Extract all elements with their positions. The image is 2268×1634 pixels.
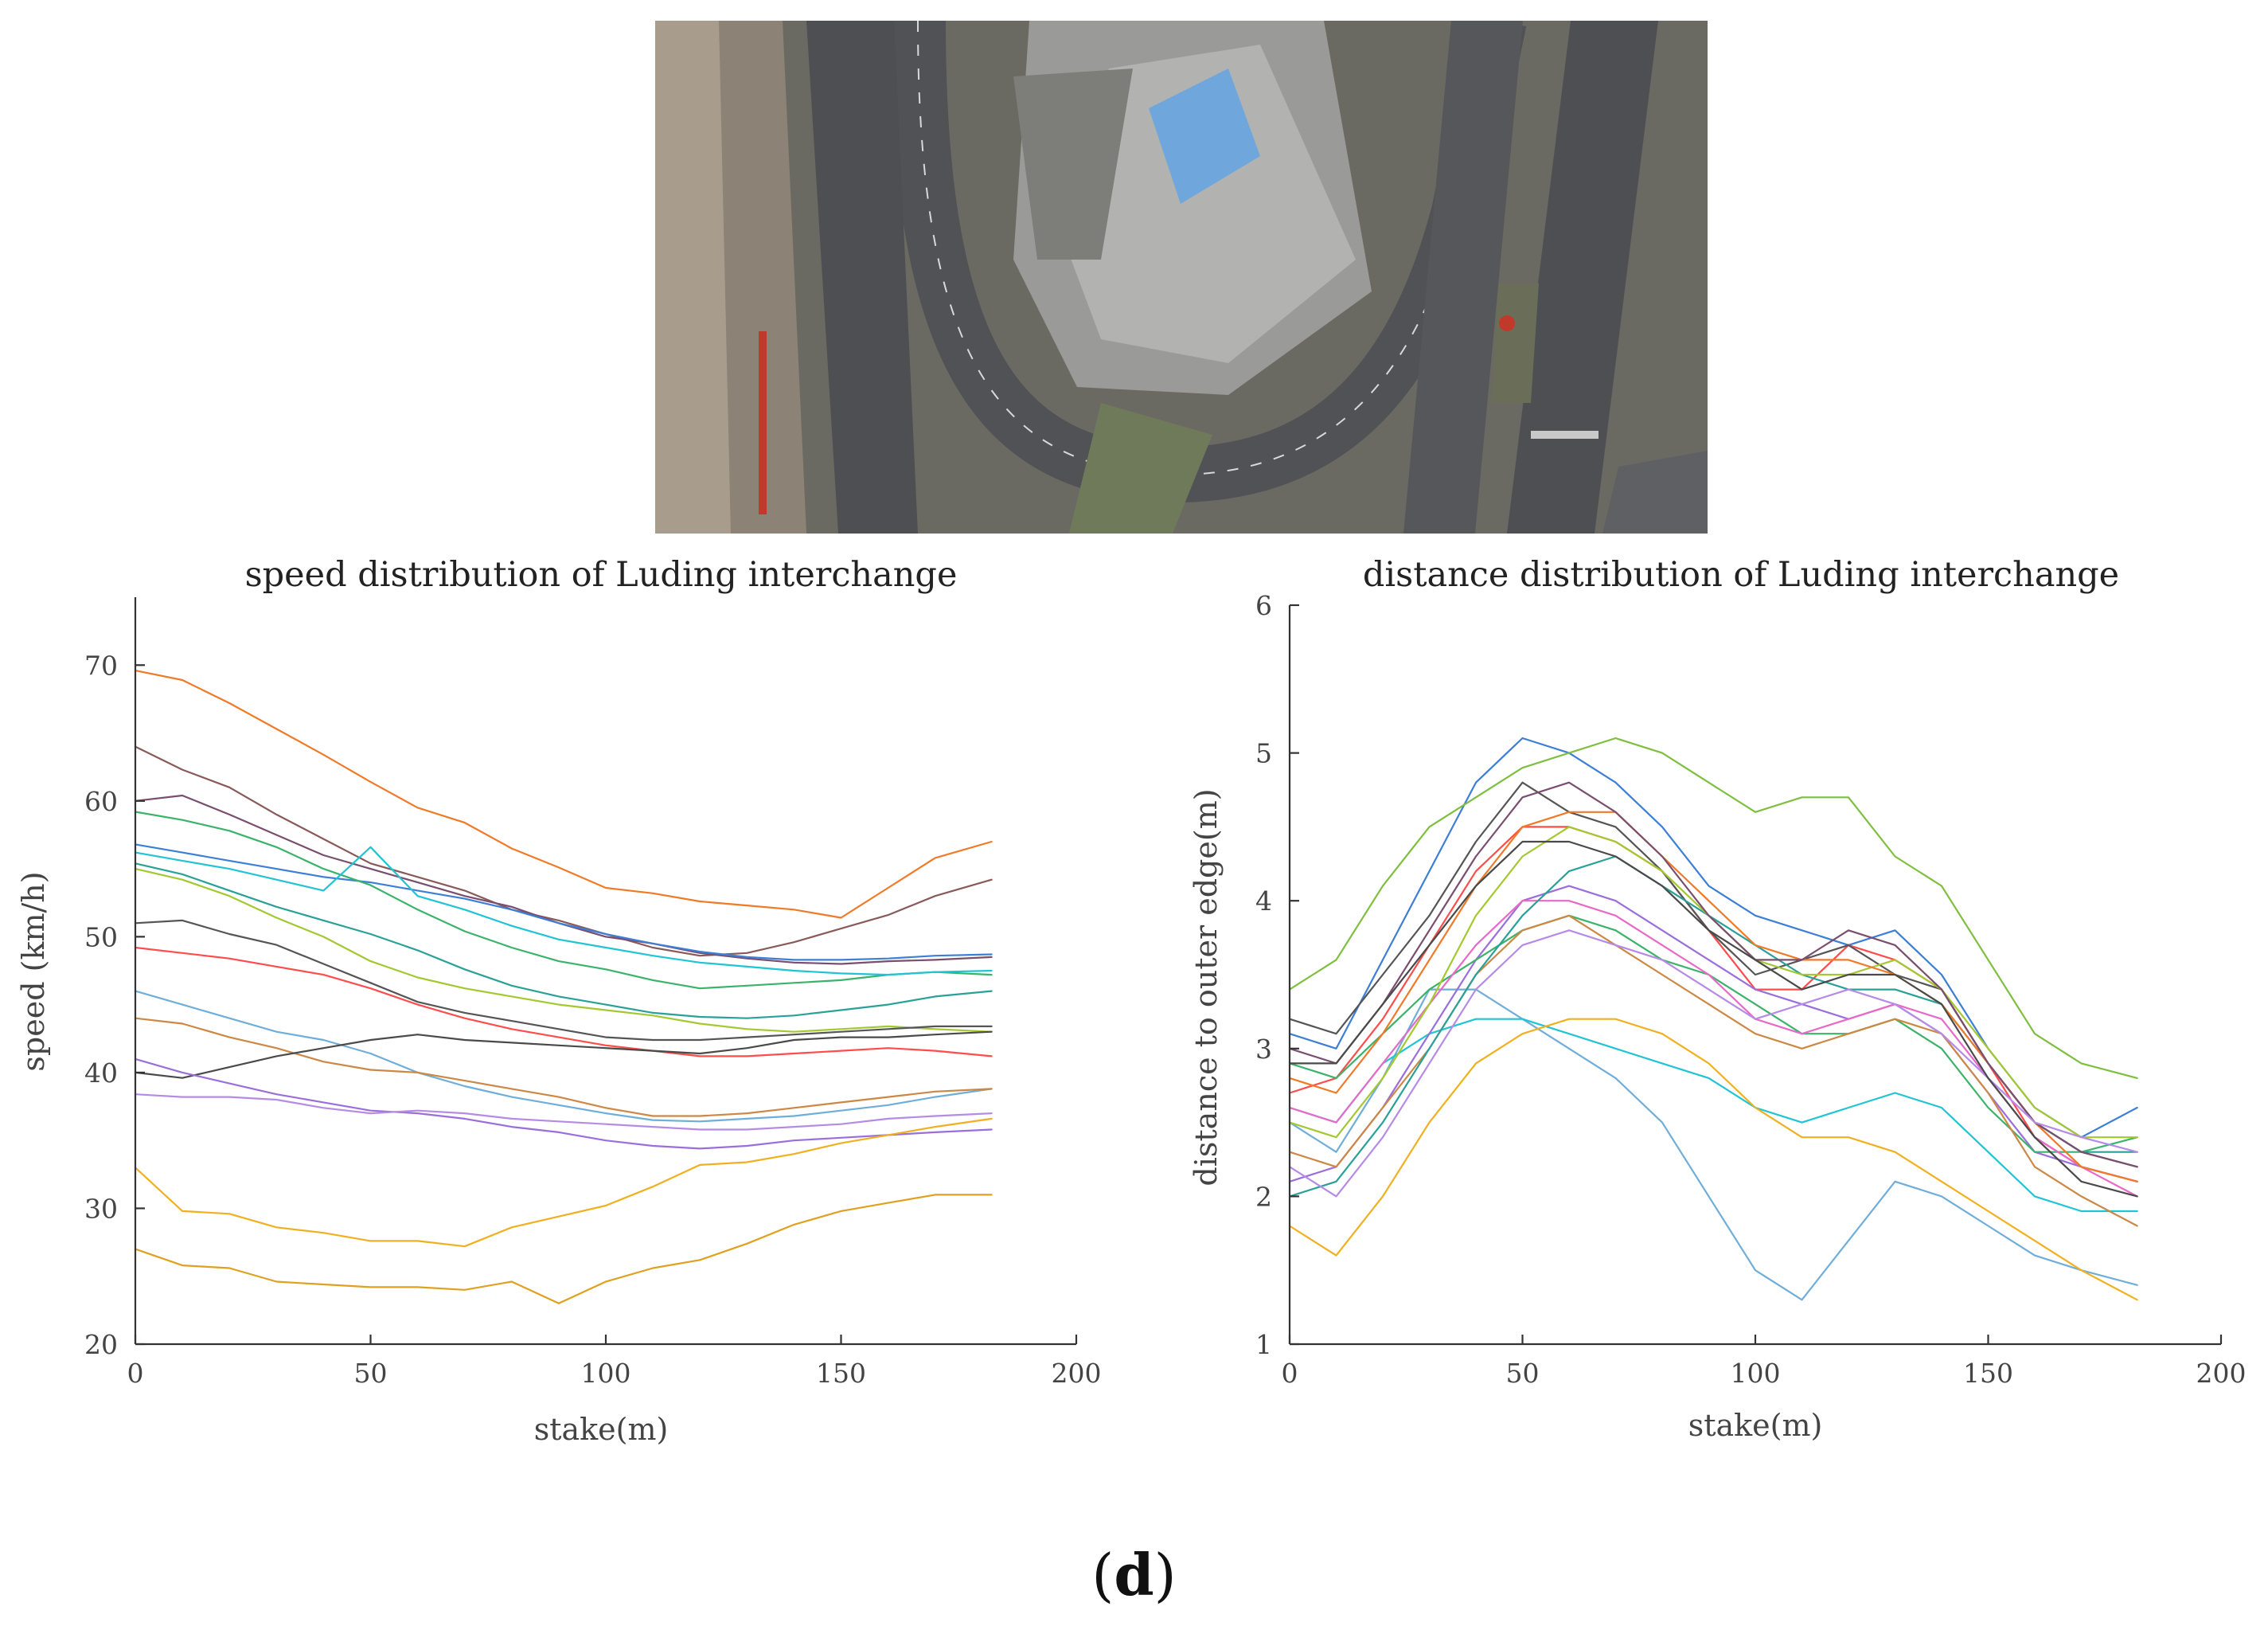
series-line-d3 <box>1288 988 2138 1301</box>
series-line-s14 <box>134 1057 993 1150</box>
x-tick-label: 100 <box>581 1358 631 1389</box>
series-line-s13 <box>134 1030 993 1079</box>
series-line-d6 <box>1288 1018 2138 1301</box>
series-line-d15 <box>1288 781 2138 1168</box>
y-tick-label: 3 <box>1255 1034 1272 1065</box>
y-tick-label: 70 <box>84 650 118 681</box>
panel-letter: d <box>1114 1541 1154 1609</box>
x-tick-label: 50 <box>1506 1358 1540 1389</box>
y-tick-label: 20 <box>84 1329 118 1360</box>
series-group <box>134 670 993 1304</box>
series-line-d17 <box>1288 840 2138 1198</box>
speed-chart: speed distribution of Luding interchange… <box>0 549 1130 1505</box>
series-line-d10 <box>1288 900 2138 1198</box>
series-line-s5 <box>134 811 993 990</box>
series-line-d4 <box>1288 1018 2138 1213</box>
y-ticks: 1 2 3 4 5 6 <box>1255 590 1299 1360</box>
chart-title: distance distribution of Luding intercha… <box>1363 555 2119 595</box>
series-line-s12 <box>134 1017 993 1117</box>
series-line-s10 <box>134 919 993 1042</box>
series-line-s1 <box>134 670 993 919</box>
y-tick-label: 50 <box>84 921 118 952</box>
y-tick-label: 1 <box>1255 1329 1272 1360</box>
y-tick-label: 30 <box>84 1193 118 1224</box>
series-line-s7 <box>134 868 993 1033</box>
y-tick-label: 6 <box>1255 590 1272 621</box>
series-line-s4 <box>134 843 993 961</box>
series-line-d2 <box>1288 737 2138 1080</box>
x-tick-label: 0 <box>1282 1358 1298 1389</box>
y-axis-label: distance to outer edge(m) <box>1189 788 1224 1186</box>
y-axis-label: speed (km/h) <box>16 871 51 1071</box>
series-line-s3 <box>134 794 993 965</box>
series-line-d12 <box>1288 855 2138 1198</box>
x-tick-label: 100 <box>1731 1358 1781 1389</box>
series-line-s2 <box>134 745 993 957</box>
series-line-s17 <box>134 1194 993 1304</box>
y-tick-label: 60 <box>84 786 118 817</box>
x-ticks: 0 50 100 150 200 <box>1282 1335 2247 1389</box>
series-line-s9 <box>134 946 993 1057</box>
distance-chart: distance distribution of Luding intercha… <box>1146 549 2268 1505</box>
chart-title: speed distribution of Luding interchange <box>245 555 958 595</box>
x-tick-label: 200 <box>1052 1358 1102 1389</box>
series-line-s11 <box>134 990 993 1123</box>
y-tick-label: 5 <box>1255 738 1272 769</box>
series-line-s6 <box>134 846 993 976</box>
y-tick-label: 2 <box>1255 1181 1272 1212</box>
y-tick-label: 40 <box>84 1057 118 1089</box>
x-tick-label: 0 <box>127 1358 144 1389</box>
x-axis-label: stake(m) <box>1688 1408 1823 1443</box>
x-ticks: 0 50 100 150 200 <box>127 1335 1102 1389</box>
x-tick-label: 150 <box>816 1358 866 1389</box>
series-group <box>1288 737 2138 1301</box>
y-ticks: 20 30 40 50 60 70 <box>84 650 145 1360</box>
aerial-photo <box>655 21 1708 534</box>
x-tick-label: 200 <box>2196 1358 2247 1389</box>
series-line-s8 <box>134 862 993 1019</box>
series-line-d7 <box>1288 781 2138 1168</box>
series-line-s16 <box>134 1117 993 1248</box>
y-tick-label: 4 <box>1255 885 1272 917</box>
x-tick-label: 50 <box>354 1358 388 1389</box>
x-tick-label: 150 <box>1963 1358 2013 1389</box>
panel-label: (d) <box>1091 1541 1177 1609</box>
series-line-s15 <box>134 1093 993 1131</box>
x-axis-label: stake(m) <box>534 1412 669 1447</box>
